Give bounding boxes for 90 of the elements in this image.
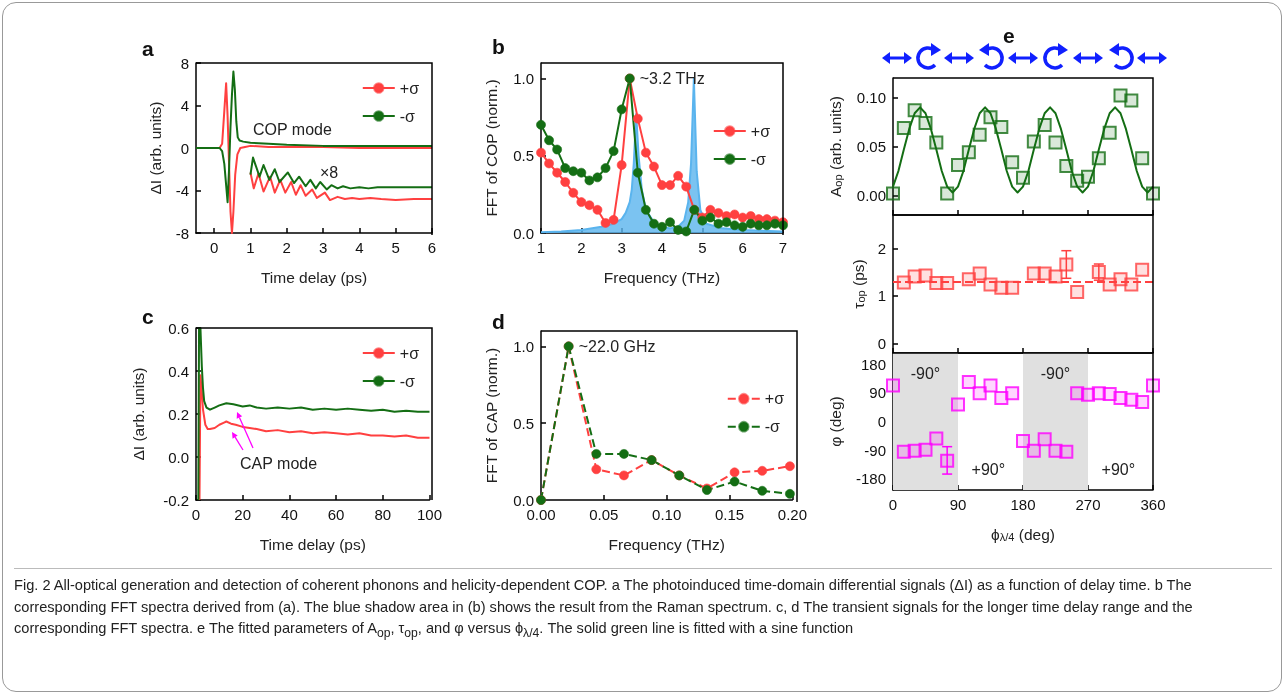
annotation: ×8 — [320, 163, 339, 181]
annotation: ~22.0 GHz — [578, 337, 656, 355]
y-tick-label: 1.0 — [513, 337, 534, 355]
y-axis-title: ΔI (arb. units) — [146, 101, 164, 195]
y-axis-title: φ (deg) — [826, 396, 844, 447]
x-tick-label: 180 — [1010, 496, 1036, 513]
x-tick-label: 0 — [888, 496, 898, 513]
x-axis-title: Time delay (ps) — [260, 268, 368, 286]
x-tick-label: 80 — [374, 506, 392, 523]
x-axis-title: Frequency (THz) — [603, 268, 721, 286]
x-tick-label: 7 — [778, 239, 788, 256]
x-axis-title: Time delay (ps) — [259, 535, 366, 553]
y-tick-label: 0.6 — [168, 319, 189, 337]
y-tick-label: 8 — [180, 54, 189, 72]
x-tick-label: 40 — [281, 506, 298, 523]
x-tick-label: 100 — [416, 506, 442, 523]
x-tick-label: 1 — [246, 239, 255, 256]
chart-title: d — [492, 310, 505, 333]
chart-title: b — [492, 35, 505, 58]
y-tick-label: 0.4 — [168, 362, 189, 380]
y-tick-label: 1.0 — [513, 69, 534, 87]
x-tick-label: 0.15 — [714, 506, 745, 523]
x-tick-label: 0.00 — [526, 506, 556, 523]
x-tick-label: 60 — [327, 506, 345, 523]
x-tick-label: 0.10 — [652, 506, 682, 523]
x-tick-label: 3 — [617, 239, 626, 256]
y-tick-label: 90 — [869, 384, 886, 402]
y-axis-title: FFT of COP (norm.) — [483, 79, 500, 217]
legend-label: +σ — [764, 390, 785, 408]
x-tick-label: 3 — [318, 239, 328, 256]
legend-label: -σ — [399, 372, 416, 390]
legend-label: -σ — [750, 150, 767, 168]
annotation: +90° — [971, 460, 1006, 478]
y-tick-label: -0.2 — [163, 491, 189, 509]
x-tick-label: 0.20 — [777, 506, 807, 523]
annotation: CAP mode — [240, 454, 318, 472]
x-tick-label: 4 — [355, 239, 364, 256]
annotation: +90° — [1101, 460, 1136, 478]
x-tick-label: 1 — [536, 239, 546, 256]
chart-title: a — [142, 37, 154, 60]
y-tick-label: -180 — [855, 470, 886, 488]
y-axis-title: ΔI (arb. units) — [129, 367, 147, 461]
x-tick-label: 270 — [1075, 496, 1101, 513]
y-tick-label: 0.2 — [168, 405, 189, 423]
x-tick-label: 2 — [282, 239, 291, 256]
annotation: COP mode — [253, 120, 332, 138]
x-tick-label: 5 — [391, 239, 400, 256]
chart-title: e — [1003, 24, 1015, 47]
x-axis-title: ϕλ/4 (deg) — [991, 525, 1055, 543]
legend-label: +σ — [399, 344, 420, 362]
y-tick-label: 0.5 — [513, 147, 534, 165]
x-tick-label: 6 — [427, 239, 437, 256]
x-tick-label: 90 — [949, 496, 967, 513]
chart-title: c — [142, 305, 154, 328]
y-tick-label: 0.10 — [856, 89, 886, 107]
text: Fig. 2 All-optical generation and detection of coherent phonons and helicity-dependent COP. a The photoinduced time-domain differential signals (ΔI) as a function of delay time. b The corresponding FFT spectra derived from (a). The blue shadow area in (b) shows the result from the Raman spectrum. c, d The transient signals for the longer time delay range and the corresponding FFT spectra. e The fitted parameters of A$_{op}$, τ$_{op}$, and φ versus ϕ$_{λ/4}$. The solid green line is fitted with a sine function — [14, 577, 1193, 640]
legend-label: -σ — [764, 418, 781, 436]
y-tick-label: 0.5 — [513, 414, 534, 432]
y-tick-label: 0.0 — [513, 491, 534, 509]
legend-label: +σ — [750, 122, 771, 140]
x-tick-label: 6 — [738, 239, 747, 256]
y-tick-label: -8 — [175, 224, 189, 242]
band-label: -90° — [910, 364, 941, 382]
y-tick-label: 0 — [877, 334, 886, 352]
y-tick-label: 0 — [877, 413, 886, 430]
y-axis-title: FFT of CAP (norm.) — [483, 347, 500, 484]
x-tick-label: 360 — [1140, 496, 1166, 513]
band-label: -90° — [1040, 364, 1071, 382]
x-tick-label: 0 — [209, 239, 219, 256]
y-tick-label: -90 — [864, 441, 886, 459]
x-axis-title: Frequency (THz) — [608, 535, 725, 553]
y-tick-label: 4 — [180, 97, 189, 114]
y-tick-label: 0.0 — [168, 448, 189, 466]
y-axis-title: τop (ps) — [850, 259, 868, 309]
x-tick-label: 0 — [191, 506, 201, 523]
x-tick-label: 2 — [577, 239, 586, 256]
y-tick-label: -4 — [175, 182, 189, 199]
y-tick-label: 0.00 — [856, 186, 886, 204]
legend-label: -σ — [399, 107, 416, 125]
y-tick-label: 0.05 — [856, 138, 886, 155]
legend-label: +σ — [399, 79, 420, 97]
y-tick-label: 180 — [860, 355, 886, 373]
y-tick-label: 0 — [180, 139, 189, 157]
annotation: ~3.2 THz — [639, 69, 705, 87]
x-tick-label: 4 — [657, 239, 667, 256]
x-tick-label: 20 — [234, 506, 252, 523]
x-tick-label: 0.05 — [589, 506, 619, 523]
y-tick-label: 0.0 — [513, 224, 534, 242]
y-tick-label: 1 — [877, 287, 886, 305]
x-tick-label: 5 — [698, 239, 707, 256]
